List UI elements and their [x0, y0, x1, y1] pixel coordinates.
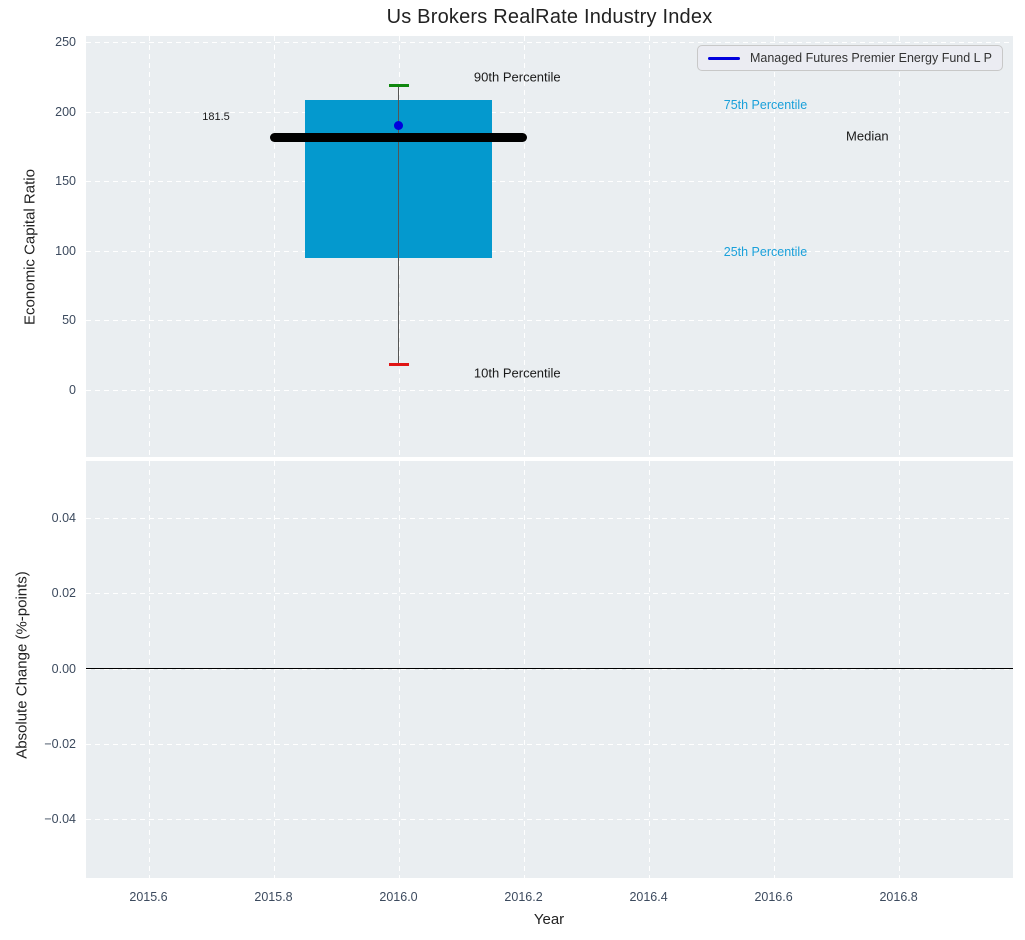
- gridline-horizontal: [86, 518, 1013, 520]
- gridline-vertical: [273, 461, 275, 878]
- gridline-horizontal: [86, 320, 1013, 322]
- annotation-90th-percentile: 90th Percentile: [473, 69, 561, 85]
- y-tick-label: 0.02: [51, 586, 76, 601]
- gridline-horizontal: [86, 111, 1013, 113]
- y-tick-label: 50: [62, 313, 76, 328]
- gridline-vertical: [773, 36, 775, 457]
- gridline-vertical: [523, 36, 525, 457]
- y-tick-label: 100: [55, 243, 76, 258]
- gridline-vertical: [648, 461, 650, 878]
- x-tick-label: 2016.0: [379, 890, 418, 904]
- gridline-horizontal: [86, 743, 1013, 745]
- gridline-vertical: [898, 461, 900, 878]
- gridline-vertical: [773, 461, 775, 878]
- legend-label: Managed Futures Premier Energy Fund L P: [749, 51, 992, 65]
- annotation-median: Median: [846, 128, 889, 144]
- x-tick-label: 2016.2: [504, 890, 543, 904]
- fund-point: [394, 121, 404, 131]
- x-axis-label: Year: [533, 911, 565, 928]
- median-line: [270, 132, 527, 142]
- zero-line: [86, 667, 1013, 670]
- gridline-horizontal: [86, 41, 1013, 43]
- gridline-vertical: [148, 36, 150, 457]
- y-tick-label: 200: [55, 104, 76, 119]
- y-tick-label: 0.00: [51, 661, 76, 676]
- gridline-vertical: [898, 36, 900, 457]
- gridline-horizontal: [86, 593, 1013, 595]
- x-tick-label: 2015.8: [254, 890, 293, 904]
- x-tick-label: 2015.6: [129, 890, 168, 904]
- gridline-vertical: [523, 461, 525, 878]
- gridline-horizontal: [86, 818, 1013, 820]
- gridline-vertical: [273, 36, 275, 457]
- gridline-vertical: [398, 461, 400, 878]
- annotation-181-5: 181.5: [202, 111, 230, 124]
- y-tick-label: 0.04: [51, 511, 76, 526]
- bottom-plot-area: [86, 461, 1013, 878]
- y-tick-label: 0: [69, 383, 76, 398]
- gridline-horizontal: [86, 390, 1013, 392]
- gridline-vertical: [148, 461, 150, 878]
- y-tick-label: −0.04: [44, 811, 76, 826]
- x-tick-label: 2016.6: [754, 890, 793, 904]
- y-tick-label: 150: [55, 174, 76, 189]
- annotation-75th-percentile: 75th Percentile: [723, 97, 808, 112]
- chart-title: Us Brokers RealRate Industry Index: [386, 6, 713, 28]
- x-tick-label: 2016.4: [629, 890, 668, 904]
- y-tick-label: −0.02: [44, 736, 76, 751]
- p10-whisker-cap: [388, 363, 409, 367]
- gridline-horizontal: [86, 250, 1013, 252]
- annotation-10th-percentile: 10th Percentile: [473, 365, 561, 381]
- annotation-25th-percentile: 25th Percentile: [723, 244, 808, 259]
- whisker-line: [397, 85, 400, 365]
- gridline-horizontal: [86, 181, 1013, 183]
- y-tick-label: 250: [55, 34, 76, 49]
- gridline-vertical: [648, 36, 650, 457]
- top-plot-area: [86, 36, 1013, 457]
- legend: Managed Futures Premier Energy Fund L P: [696, 45, 1003, 71]
- fund-line-icon: [707, 56, 740, 60]
- p90-whisker-cap: [388, 83, 409, 87]
- x-tick-label: 2016.8: [879, 890, 918, 904]
